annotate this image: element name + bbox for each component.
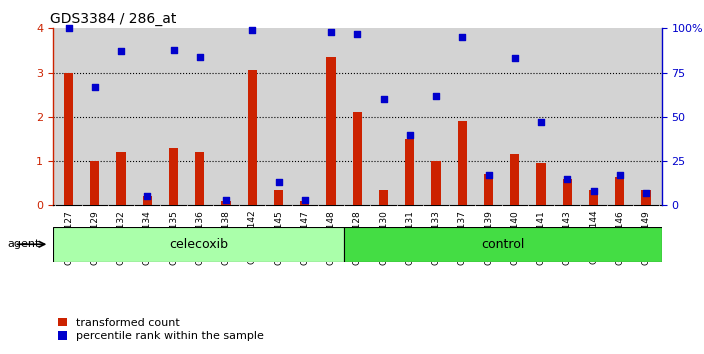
Point — [641, 190, 652, 196]
Point — [168, 47, 180, 52]
Bar — [300, 201, 309, 205]
Legend: transformed count, percentile rank within the sample: transformed count, percentile rank withi… — [58, 318, 264, 341]
Bar — [379, 190, 388, 205]
Bar — [589, 190, 598, 205]
Bar — [53, 227, 344, 262]
Bar — [484, 175, 493, 205]
Bar — [536, 163, 546, 205]
Text: GSM283143: GSM283143 — [562, 210, 572, 264]
Point — [378, 96, 389, 102]
Bar — [641, 190, 650, 205]
Text: GSM283131: GSM283131 — [406, 210, 414, 265]
Bar — [64, 73, 73, 205]
Text: GDS3384 / 286_at: GDS3384 / 286_at — [50, 12, 176, 26]
Text: GSM283134: GSM283134 — [143, 210, 152, 264]
Point — [273, 179, 284, 185]
Point — [246, 27, 258, 33]
Point — [194, 54, 206, 59]
Text: celecoxib: celecoxib — [169, 238, 228, 251]
Text: GSM283147: GSM283147 — [301, 210, 309, 264]
Bar — [344, 227, 662, 262]
Text: GSM283133: GSM283133 — [432, 210, 441, 265]
Text: GSM283129: GSM283129 — [90, 210, 99, 264]
Text: GSM283148: GSM283148 — [327, 210, 336, 264]
Point — [115, 48, 127, 54]
Bar — [353, 113, 362, 205]
Text: agent: agent — [7, 239, 39, 249]
Bar — [458, 121, 467, 205]
Bar — [248, 70, 257, 205]
Point — [142, 194, 153, 199]
Bar — [116, 152, 125, 205]
Text: GSM283138: GSM283138 — [222, 210, 230, 265]
Bar — [615, 177, 624, 205]
Bar — [406, 139, 415, 205]
Point — [404, 132, 415, 137]
Text: GSM283141: GSM283141 — [536, 210, 546, 264]
Point — [299, 197, 310, 203]
Text: GSM283146: GSM283146 — [615, 210, 624, 264]
Bar — [510, 154, 520, 205]
Point — [325, 29, 337, 35]
Bar — [222, 201, 231, 205]
Text: GSM283137: GSM283137 — [458, 210, 467, 265]
Text: GSM283139: GSM283139 — [484, 210, 493, 265]
Text: GSM283135: GSM283135 — [169, 210, 178, 265]
Text: GSM283130: GSM283130 — [379, 210, 388, 265]
Bar — [169, 148, 178, 205]
Text: GSM283128: GSM283128 — [353, 210, 362, 264]
Bar — [327, 57, 336, 205]
Bar — [274, 190, 283, 205]
Point — [63, 25, 74, 31]
Point — [351, 31, 363, 36]
Text: GSM283132: GSM283132 — [117, 210, 125, 264]
Point — [562, 176, 573, 182]
Text: GSM283140: GSM283140 — [510, 210, 520, 264]
Point — [430, 93, 441, 98]
Bar — [143, 196, 152, 205]
Text: control: control — [482, 238, 524, 251]
Text: GSM283142: GSM283142 — [248, 210, 257, 264]
Text: GSM283149: GSM283149 — [641, 210, 650, 264]
Bar — [562, 179, 572, 205]
Bar — [90, 161, 99, 205]
Text: GSM283136: GSM283136 — [195, 210, 204, 265]
Point — [457, 34, 468, 40]
Point — [535, 119, 546, 125]
Point — [588, 188, 599, 194]
Point — [220, 197, 232, 203]
Text: GSM283145: GSM283145 — [274, 210, 283, 264]
Bar — [195, 152, 204, 205]
Point — [89, 84, 101, 90]
Point — [614, 172, 625, 178]
Point — [483, 172, 494, 178]
Point — [509, 56, 520, 61]
Text: GSM283127: GSM283127 — [64, 210, 73, 264]
Bar — [432, 161, 441, 205]
Text: GSM283144: GSM283144 — [589, 210, 598, 264]
